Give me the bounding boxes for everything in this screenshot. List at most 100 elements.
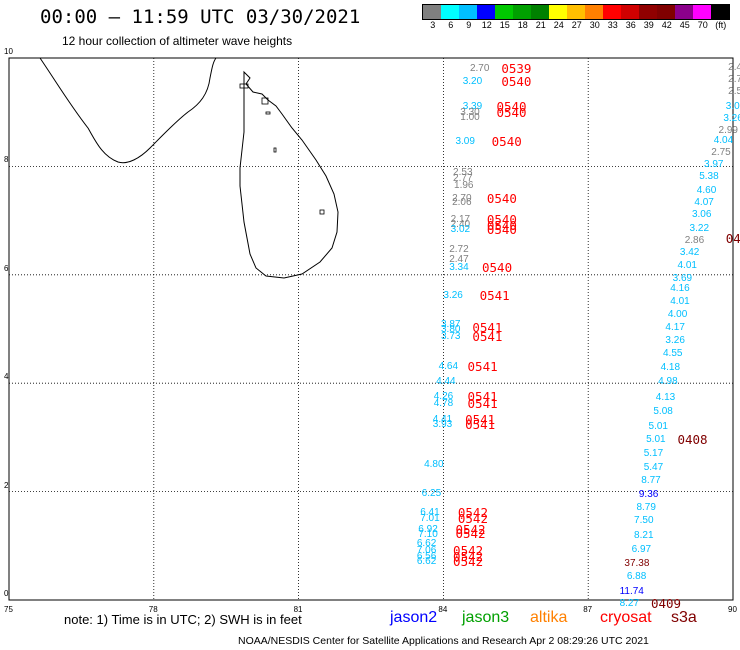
time-label: 0542 [457, 510, 488, 526]
time-label: 04 [725, 231, 740, 247]
wave-height-label: 9.36 [638, 489, 659, 501]
wave-height-label: 8.79 [636, 501, 656, 513]
island-outline [273, 147, 277, 153]
wave-height-label: 3.22 [689, 222, 710, 234]
time-label: 0540 [486, 218, 517, 234]
wave-height-label: 3.26 [443, 290, 463, 302]
wave-height-label: 5.47 [643, 462, 664, 474]
time-label: 0542 [453, 548, 484, 564]
legend-label: 70 [697, 20, 708, 30]
legend-label: 30 [589, 20, 600, 30]
wave-height-label: 3.73 [440, 330, 461, 342]
wave-height-label: 2.7 [728, 73, 740, 85]
time-label: 0540 [496, 98, 527, 114]
legend-swatch [711, 5, 729, 19]
wave-height-label: 3.39 [462, 100, 483, 112]
wave-height-label: 3.34 [449, 262, 469, 274]
wave-height-label: 4.01 [677, 260, 697, 272]
wave-height-label: 4.80 [424, 458, 444, 470]
satellite-altika: altika [530, 609, 568, 626]
time-label: 0542 [453, 543, 484, 559]
time-label: 0540 [491, 134, 522, 149]
wave-height-label: 4.98 [658, 376, 678, 388]
legend-swatch [639, 5, 657, 19]
wave-height-label: 3.80 [440, 324, 461, 336]
wave-height-label: 8.21 [634, 530, 654, 542]
legend-swatch [441, 5, 459, 19]
legend-label: 42 [661, 20, 672, 30]
legend-swatch [675, 5, 693, 19]
wave-height-label: 6.25 [421, 488, 442, 500]
wave-height-label: 7.01 [420, 512, 440, 524]
wave-height-label: 6.62 [416, 538, 437, 550]
legend-label: 45 [679, 20, 690, 30]
wave-height-label: 6.62 [416, 556, 437, 568]
legend-swatch [693, 5, 711, 19]
legend-label: 18 [517, 20, 528, 30]
wave-height-label: 2.77 [453, 173, 473, 185]
time-label: 0541 [479, 288, 510, 304]
time-label: 0541 [472, 319, 503, 335]
island-outline [265, 111, 271, 115]
wave-height-label: 2.40 [450, 218, 471, 230]
satellite-cryosat: cryosat [600, 609, 652, 626]
wave-height-label: 3.69 [672, 272, 693, 284]
wave-height-label: 7.50 [634, 515, 654, 527]
wave-height-label: 5.17 [643, 447, 664, 459]
wave-height-label: 6.41 [420, 507, 440, 519]
wave-height-label: 3.20 [462, 76, 483, 88]
wave-height-label: 4.01 [670, 295, 690, 307]
wave-height-label: 3.26 [723, 112, 740, 124]
wave-height-label: 5.38 [699, 171, 719, 183]
x-tick-label: 81 [293, 605, 303, 614]
legend-label: 27 [571, 20, 582, 30]
legend-swatch [513, 5, 531, 19]
island-outline [239, 83, 249, 89]
time-label: 0540 [486, 222, 517, 238]
x-tick-label: 90 [728, 605, 737, 614]
wave-height-label: 5.08 [653, 405, 673, 417]
color-legend-bar [422, 4, 730, 20]
time-label: 0541 [467, 358, 498, 374]
legend-swatch [477, 5, 495, 19]
footer-credit: NOAA/NESDIS Center for Satellite Applica… [238, 635, 649, 647]
wave-height-label: 4.64 [438, 360, 459, 372]
x-tick-label: 87 [583, 605, 593, 614]
sri-lanka-coastline [239, 70, 339, 279]
legend-label: 3 [430, 20, 436, 30]
time-label: 0540 [486, 190, 517, 206]
wave-height-label: 4.60 [696, 184, 717, 196]
legend-swatch [603, 5, 621, 19]
wave-height-label: 3.97 [704, 159, 724, 171]
wave-height-label: 37.38 [624, 557, 650, 569]
time-label: 0540 [501, 74, 532, 90]
wave-height-label: 3.06 [725, 100, 740, 112]
y-tick-label: 4 [4, 372, 9, 382]
wave-height-label: 2.72 [449, 244, 469, 256]
legend-swatch [621, 5, 639, 19]
wave-height-label: 5.01 [648, 420, 668, 432]
legend-label: 15 [499, 20, 510, 30]
wave-height-label: 3.09 [455, 136, 475, 147]
legend-swatch [495, 5, 513, 19]
wave-height-label: 11.74 [619, 585, 644, 597]
legend-swatch [585, 5, 603, 19]
legend-label: 9 [466, 20, 472, 30]
legend-swatch [567, 5, 585, 19]
wave-height-label: 4.04 [713, 135, 734, 147]
wave-height-label: 1.96 [454, 179, 474, 191]
page-subtitle: 12 hour collection of altimeter wave hei… [62, 34, 293, 48]
time-label: 0542 [457, 505, 488, 521]
wave-height-label: 2.17 [450, 213, 471, 225]
wave-height-label: 2.4 [728, 61, 740, 73]
time-label: 0541 [465, 417, 496, 433]
legend-label: 39 [643, 20, 654, 30]
wave-height-label: 3.06 [691, 209, 712, 221]
wave-height-label: 4.41 [432, 414, 453, 426]
y-tick-label: 10 [4, 47, 13, 56]
x-tick-label: 78 [148, 605, 158, 614]
wave-height-label: 2.99 [718, 124, 738, 136]
time-label: 0540 [496, 105, 527, 121]
legend-swatch [657, 5, 675, 19]
